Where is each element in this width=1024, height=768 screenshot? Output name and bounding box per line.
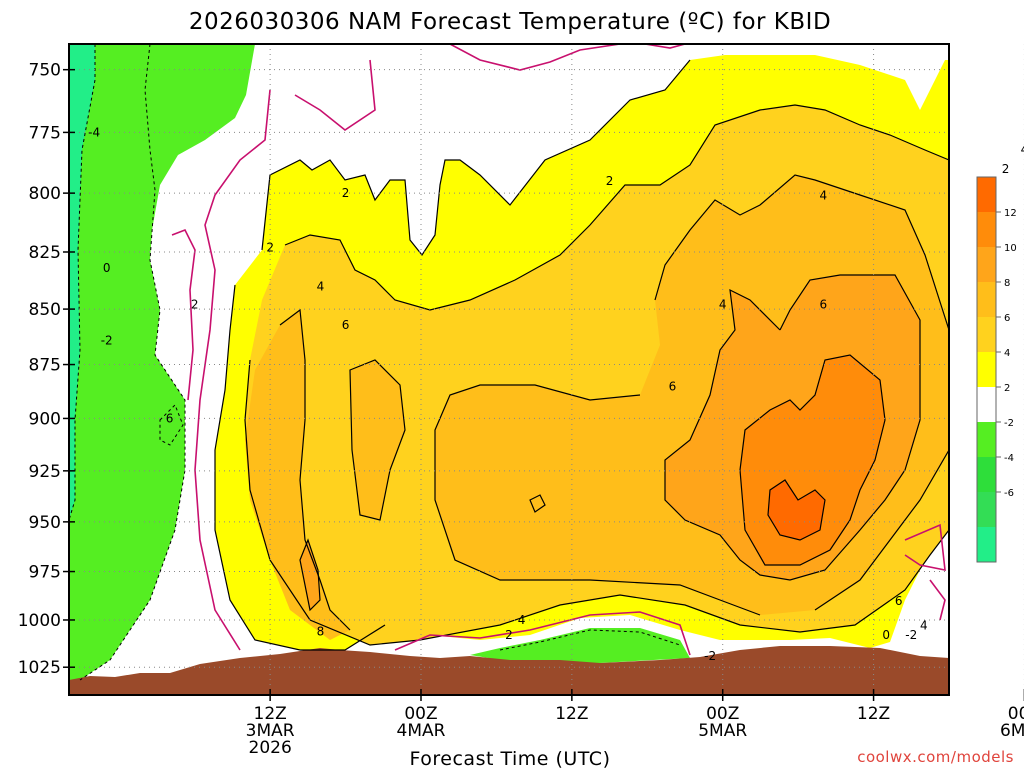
colorbar-label: 4 xyxy=(1004,348,1010,359)
contour-label: 2 xyxy=(266,240,274,254)
colorbar-swatch xyxy=(977,177,996,213)
contour-label: -2 xyxy=(905,628,917,642)
colorbar-label: -4 xyxy=(1004,453,1014,464)
colorbar-swatch xyxy=(977,317,996,353)
colorbar-label: -6 xyxy=(1004,488,1014,499)
contour-label: 2 xyxy=(606,174,614,188)
colorbar-label: 2 xyxy=(1004,383,1010,394)
contour-label: 4 xyxy=(518,613,526,627)
contour-label: 2 xyxy=(1002,162,1010,176)
cold-region-green xyxy=(69,44,255,680)
x-tick-label: 00Z xyxy=(1008,704,1024,724)
colorbar-label: 12 xyxy=(1004,208,1017,219)
colorbar-label: 6 xyxy=(1004,313,1010,324)
x-tick-label: 00Z xyxy=(404,704,437,724)
colorbar-swatch xyxy=(977,387,996,423)
contour-label: 4 xyxy=(920,619,928,633)
plot-border xyxy=(68,43,950,696)
colorbar-swatch xyxy=(977,247,996,283)
contour-label: 4 xyxy=(1021,143,1024,157)
colorbar: 12 10 8 6 4 2 -2 -4 -6 xyxy=(976,176,1017,563)
contour-label: 4 xyxy=(719,298,727,312)
y-tick-label: 775 xyxy=(29,123,61,143)
contour-label: 0 xyxy=(882,628,890,642)
colorbar-label: 8 xyxy=(1004,278,1010,289)
contour-label: 6 xyxy=(166,411,174,425)
y-tick-label: 950 xyxy=(29,513,61,533)
ground-terrain xyxy=(69,646,949,695)
credit-text[interactable]: coolwx.com/models xyxy=(857,748,1014,766)
x-tick-label: 3MAR xyxy=(246,721,295,741)
colorbar-label: 10 xyxy=(1004,243,1017,254)
warm-region-6c-west xyxy=(245,310,350,640)
y-tick-label: 875 xyxy=(29,356,61,376)
y-tick-label: 975 xyxy=(29,563,61,583)
x-tick-label: 6MAR xyxy=(1000,721,1024,741)
colorbar-swatch xyxy=(977,282,996,318)
colorbar-swatch xyxy=(977,492,996,528)
contour-label: -4 xyxy=(88,125,100,139)
colorbar-frame xyxy=(976,176,997,563)
warm-region-6c-mid xyxy=(350,360,405,520)
contour-label: 6 xyxy=(819,298,827,312)
cold-region-cyan xyxy=(69,44,95,520)
contour-label: 0 xyxy=(103,261,111,275)
colorbar-swatch xyxy=(977,212,996,248)
y-tick-label: 750 xyxy=(29,61,61,81)
y-tick-label: 850 xyxy=(29,300,61,320)
dashed-contours xyxy=(69,44,681,681)
x-tick-label: 12Z xyxy=(555,704,588,724)
y-tick-label: 800 xyxy=(29,184,61,204)
contour-label: 4 xyxy=(317,279,325,293)
x-tick-label: 2026 xyxy=(249,738,292,758)
x-tick-label: 4MAR xyxy=(397,721,446,741)
y-tick-label: 825 xyxy=(29,243,61,263)
chart-title: 2026030306 NAM Forecast Temperature (ºC)… xyxy=(189,9,831,35)
contour-label: 2 xyxy=(505,628,513,642)
grid-lines xyxy=(69,44,1024,695)
x-tick-label: 00Z xyxy=(706,704,739,724)
y-axis: 750 775 800 825 850 875 900 925 950 975 1000 1025 xyxy=(18,61,75,678)
contour-label: 6 xyxy=(342,318,350,332)
plot-area: 2422462420-4-264686610108126644820-2-2 xyxy=(68,43,1024,696)
contour-labels: 2422462420-4-264686610108126644820-2-2 xyxy=(88,125,1024,663)
x-tick-label: 5MAR xyxy=(698,721,747,741)
colorbar-swatch xyxy=(977,422,996,458)
contour-label: 6 xyxy=(669,379,677,393)
contour-label: -2 xyxy=(704,649,716,663)
contour-label: 2 xyxy=(342,186,350,200)
warm-region-12c xyxy=(768,480,825,540)
zero-contour xyxy=(171,44,946,656)
contour-label: 6 xyxy=(895,594,903,608)
x-axis: 12Z3MAR202600Z4MAR12Z00Z5MAR12Z00Z6MAR12… xyxy=(246,689,1024,758)
colorbar-label: -2 xyxy=(1004,418,1014,429)
x-axis-title: Forecast Time (UTC) xyxy=(410,748,611,768)
surface-cold-pool xyxy=(470,628,690,663)
warm-region-8c-west xyxy=(300,540,320,610)
colorbar-swatch xyxy=(977,457,996,493)
x-tick-label: 12Z xyxy=(254,704,287,724)
contour-lines xyxy=(214,59,949,651)
colorbar-swatch xyxy=(977,527,996,563)
colorbar-swatch xyxy=(977,352,996,388)
contour-label: -2 xyxy=(101,333,113,347)
y-tick-label: 900 xyxy=(29,409,61,429)
contour-label: 2 xyxy=(191,298,199,312)
y-tick-label: 1000 xyxy=(18,611,61,631)
contour-label: 8 xyxy=(317,624,325,638)
x-tick-label: 12Z xyxy=(857,704,890,724)
contour-label: 4 xyxy=(819,189,827,203)
y-tick-label: 925 xyxy=(29,462,61,482)
y-tick-label: 1025 xyxy=(18,658,61,678)
